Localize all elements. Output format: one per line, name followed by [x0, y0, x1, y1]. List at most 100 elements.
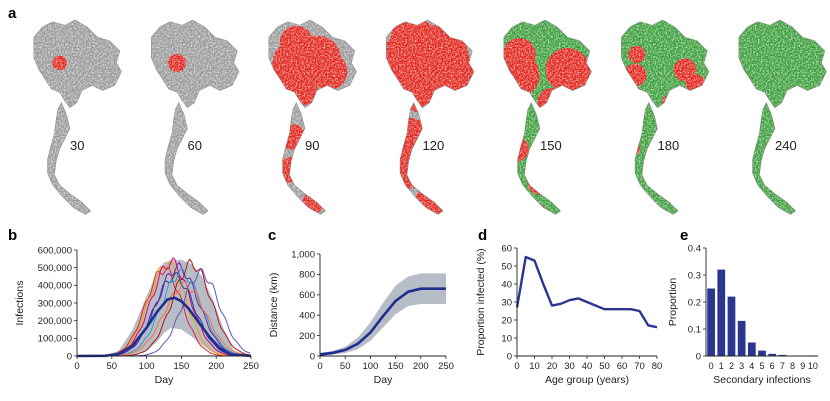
d-ytick-label: 30	[501, 297, 512, 308]
d-xtick-label: 40	[582, 361, 593, 372]
infected-area	[621, 79, 635, 99]
c-xtick-label: 0	[317, 361, 322, 372]
c-xtick-label: 250	[438, 361, 454, 372]
e-bar-4	[747, 342, 756, 356]
d-xtick-label: 50	[599, 361, 610, 372]
e-xtick-label: 5	[759, 361, 764, 371]
b-xtick-label: 200	[208, 361, 224, 372]
panel-b: b 0 100,000 200,000 300,000 400,000 500,000 60…	[8, 227, 259, 386]
c-mean-line	[319, 287, 446, 356]
e-bar-7	[778, 354, 787, 356]
panel-a-label: a	[8, 5, 17, 22]
panel-d: d 0 10 20 30 40 50 60 0 10 20 30 40 50 60 70 80 Age grou…	[475, 227, 662, 386]
b-confidence-band	[77, 259, 251, 356]
thailand-map-day-150	[503, 19, 592, 215]
infections-chart: 0 100,000 200,000 300,000 400,000 500,000 600,…	[14, 245, 259, 386]
c-xtick-label: 150	[388, 361, 404, 372]
b-xtick-label: 100	[139, 361, 155, 372]
e-ytick-label: 0.4	[688, 243, 701, 254]
day-label: 180	[658, 138, 680, 153]
panel-c-label: c	[268, 227, 276, 244]
day-label: 60	[188, 138, 202, 153]
panel-b-label: b	[8, 227, 17, 244]
d-ytick-label: 0	[507, 351, 512, 362]
b-xtick-label: 250	[243, 361, 259, 372]
e-x-label: Secondary infections	[713, 374, 810, 386]
b-ytick-label: 200,000	[38, 316, 72, 327]
e-bar-6	[768, 353, 777, 356]
thailand-map-day-30	[33, 19, 122, 215]
e-xtick-label: 0	[709, 361, 714, 371]
b-ytick-label: 100,000	[38, 334, 72, 345]
thailand-map-day-240	[738, 19, 827, 215]
b-ytick-label: 0	[67, 351, 72, 362]
b-ytick-label: 600,000	[38, 245, 72, 256]
age-chart: 0 10 20 30 40 50 60 0 10 20 30 40 50 60 70 80 Age group …	[475, 243, 662, 386]
map-sequence: 30 60 90 120 150 180 240	[33, 19, 827, 215]
d-ytick-label: 20	[501, 315, 512, 326]
day-label: 30	[70, 138, 84, 153]
d-ytick-label: 60	[501, 243, 512, 254]
thailand-map-day-180	[621, 19, 710, 215]
e-xtick-label: 4	[749, 361, 754, 371]
b-x-label: Day	[155, 374, 174, 386]
b-y-label: Infections	[14, 281, 26, 326]
b-xtick-label: 50	[107, 361, 118, 372]
infected-area	[650, 175, 665, 189]
d-y-label: Proportion infected (%)	[475, 248, 487, 355]
day-label: 120	[423, 138, 445, 153]
c-y-label: Distance (km)	[268, 273, 280, 338]
c-ytick-label: 0	[310, 351, 315, 362]
day-label: 150	[540, 138, 562, 153]
c-ytick-label: 1,000	[291, 249, 315, 260]
e-xtick-label: 10	[808, 361, 818, 371]
e-xtick-label: 1	[719, 361, 724, 371]
d-ytick-label: 40	[501, 279, 512, 290]
d-ytick-label: 10	[501, 333, 512, 344]
e-ytick-label: 0.1	[688, 324, 701, 335]
b-mean-line	[76, 296, 252, 358]
e-y-label: Proportion	[667, 278, 679, 327]
c-xtick-label: 50	[340, 361, 351, 372]
day-label: 240	[775, 138, 797, 153]
e-xtick-label: 6	[770, 361, 775, 371]
panel-e-label: e	[680, 227, 688, 244]
d-xtick-label: 70	[634, 361, 645, 372]
d-xtick-label: 10	[529, 361, 540, 372]
e-xtick-label: 7	[780, 361, 785, 371]
c-ytick-label: 800	[299, 270, 315, 281]
e-xtick-label: 9	[800, 361, 805, 371]
c-x-label: Day	[374, 374, 393, 386]
e-xtick-label: 8	[790, 361, 795, 371]
e-ytick-label: 0.3	[688, 270, 701, 281]
panel-d-label: d	[478, 227, 487, 244]
c-ytick-label: 600	[299, 290, 315, 301]
e-bar-0	[707, 288, 715, 356]
e-bar-1	[717, 269, 726, 356]
day-label: 90	[305, 138, 319, 153]
e-bar-3	[737, 320, 746, 356]
thailand-map-day-60	[151, 19, 240, 215]
b-xtick-label: 150	[173, 361, 189, 372]
b-ytick-label: 500,000	[38, 263, 72, 274]
e-bar-2	[727, 296, 736, 356]
b-xtick-label: 0	[74, 361, 79, 372]
d-xtick-label: 30	[564, 361, 575, 372]
e-bar-5	[758, 350, 766, 356]
panel-a: a 30 60 90 120 150 180 240	[8, 5, 827, 215]
c-ytick-label: 400	[299, 311, 315, 322]
c-ytick-label: 200	[299, 331, 315, 342]
d-xtick-label: 80	[652, 361, 663, 372]
d-xtick-label: 20	[547, 361, 558, 372]
e-xtick-label: 3	[739, 361, 744, 371]
c-xtick-label: 100	[362, 361, 378, 372]
b-ytick-label: 400,000	[38, 281, 72, 292]
distance-chart: 0 200 400 600 800 1,000 0 50 100 150 200 250 Day Dist…	[268, 249, 454, 386]
b-ytick-label: 300,000	[38, 298, 72, 309]
e-xtick-label: 2	[729, 361, 734, 371]
d-ytick-label: 50	[501, 261, 512, 272]
infected-area	[648, 208, 660, 215]
